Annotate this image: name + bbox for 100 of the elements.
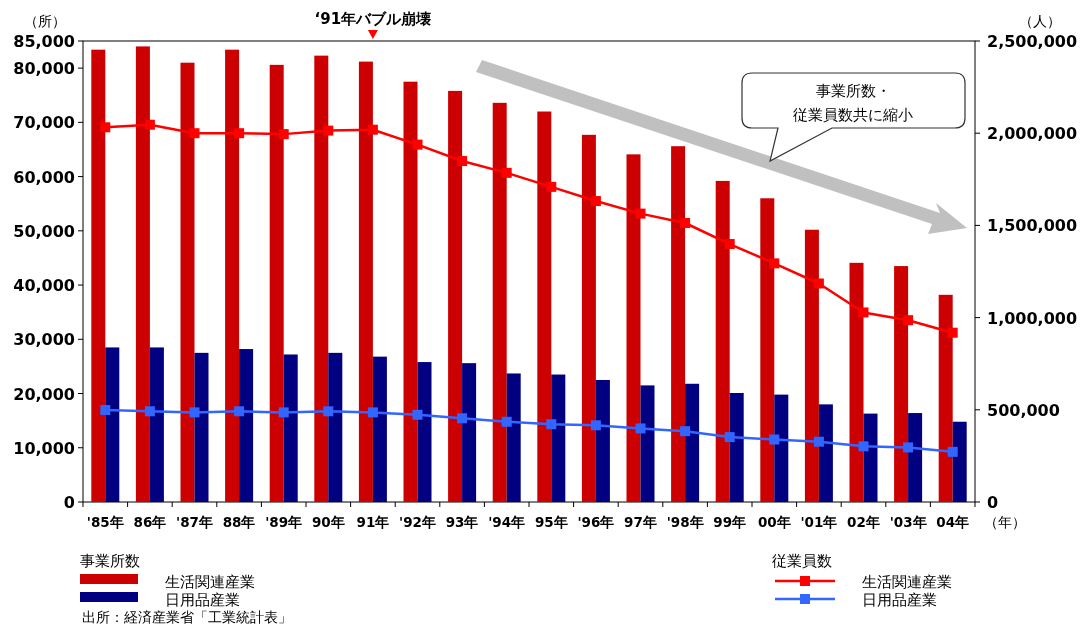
bar xyxy=(952,421,967,502)
x-tick-label: '03年 xyxy=(889,514,927,530)
point xyxy=(367,124,378,135)
point xyxy=(234,128,245,139)
y2-tick-label: 2,000,000 xyxy=(987,124,1078,144)
bar xyxy=(774,394,789,502)
bar xyxy=(180,62,195,502)
point xyxy=(590,196,601,207)
text: 出所：経済産業省「工業統計表」 xyxy=(82,609,292,625)
bar xyxy=(938,294,953,502)
bar xyxy=(640,385,655,502)
bar xyxy=(283,354,298,502)
y2-tick-label: 1,000,000 xyxy=(987,308,1078,328)
bar xyxy=(671,146,686,502)
y-axis-title: （所） xyxy=(24,13,66,29)
bar xyxy=(818,404,833,502)
legend-label: 生活関連産業 xyxy=(862,573,952,591)
bar xyxy=(417,362,432,502)
bar xyxy=(492,102,507,502)
y-tick-label: 30,000 xyxy=(13,330,75,350)
bar xyxy=(863,413,878,502)
bar xyxy=(595,379,610,502)
bar xyxy=(849,262,864,502)
x-tick-label: 93年 xyxy=(445,514,479,530)
y-tick-label: 80,000 xyxy=(13,59,75,79)
bar xyxy=(551,374,566,502)
bar xyxy=(403,81,418,502)
x-tick-label: 99年 xyxy=(713,514,747,530)
x-tick-label: '87年 xyxy=(176,514,213,530)
x-tick-label: 95年 xyxy=(534,514,568,530)
point xyxy=(769,258,780,269)
bar xyxy=(894,266,909,502)
x-tick-label: 00年 xyxy=(757,514,791,530)
x-tick-label: '92年 xyxy=(399,514,436,530)
point xyxy=(323,125,334,136)
point xyxy=(947,327,958,338)
point xyxy=(457,413,468,424)
x-tick-label: '85年 xyxy=(86,514,124,530)
point xyxy=(903,315,914,326)
x-tick-label: 86年 xyxy=(133,514,167,530)
point xyxy=(769,434,780,445)
bar xyxy=(194,352,209,502)
point xyxy=(858,307,869,318)
text: ‘91年バブル崩壊 xyxy=(314,10,432,28)
legend-label: 日用品産業 xyxy=(165,591,240,609)
point xyxy=(412,139,423,150)
bar xyxy=(581,134,596,502)
y2-axis-title: （人） xyxy=(1019,13,1061,29)
point xyxy=(100,122,111,133)
point xyxy=(813,436,824,447)
point xyxy=(903,442,914,453)
y-tick-label: 0 xyxy=(63,493,75,512)
point xyxy=(635,208,646,219)
text: 従業員数 xyxy=(772,552,832,570)
y2-tick-label: 0 xyxy=(987,493,999,512)
point xyxy=(724,239,735,250)
point xyxy=(457,156,468,167)
bar xyxy=(462,363,477,502)
point xyxy=(546,181,557,192)
point xyxy=(278,407,289,418)
bar xyxy=(715,180,730,502)
y-tick-label: 70,000 xyxy=(13,113,75,133)
y-tick-label: 85,000 xyxy=(13,32,75,51)
x-tick-label: 04年 xyxy=(936,514,970,530)
bar xyxy=(314,55,329,502)
point xyxy=(635,423,646,434)
bar xyxy=(358,61,373,502)
x-tick-label: 02年 xyxy=(847,514,880,530)
point xyxy=(813,278,824,289)
point xyxy=(367,407,378,418)
bar xyxy=(105,347,120,502)
y2-tick-label: 1,500,000 xyxy=(987,216,1078,236)
bar xyxy=(506,373,521,502)
legend-label: 生活関連産業 xyxy=(165,573,255,591)
bar xyxy=(760,198,775,502)
point xyxy=(144,406,155,417)
x-tick-label: '96年 xyxy=(577,514,615,530)
bar xyxy=(135,46,150,502)
bar xyxy=(239,349,254,502)
bar xyxy=(269,64,284,502)
point xyxy=(189,128,200,139)
y-tick-label: 10,000 xyxy=(13,438,75,458)
point xyxy=(680,218,691,228)
point xyxy=(590,420,601,431)
x-tick-label: 90年 xyxy=(311,514,345,530)
bar xyxy=(328,352,343,502)
x-axis-title: （年） xyxy=(984,514,1026,530)
bar xyxy=(685,383,700,502)
bar xyxy=(225,49,240,502)
point xyxy=(100,404,111,415)
point xyxy=(144,119,155,130)
x-tick-label: '01年 xyxy=(800,514,838,530)
y-tick-label: 40,000 xyxy=(13,276,75,296)
legend-label: 日用品産業 xyxy=(862,591,937,609)
x-tick-label: '94年 xyxy=(488,514,526,530)
bar xyxy=(908,413,923,502)
annotation: 事業所数・ xyxy=(815,82,891,100)
x-tick-label: '98年 xyxy=(666,514,704,530)
point xyxy=(680,426,691,437)
point xyxy=(724,432,735,443)
